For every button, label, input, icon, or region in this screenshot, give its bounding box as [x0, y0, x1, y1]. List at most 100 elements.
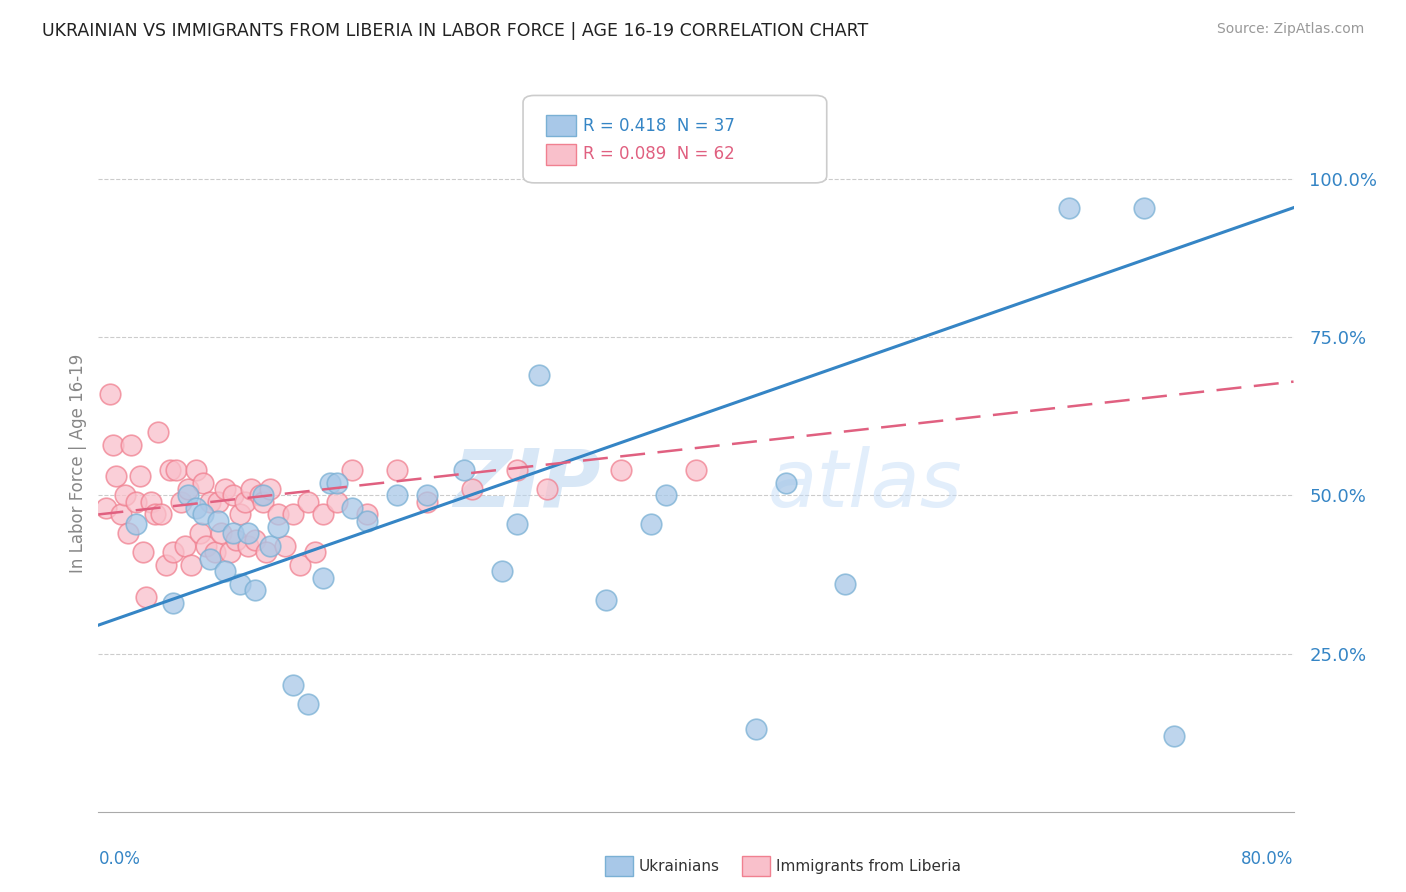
Point	[252, 488, 274, 502]
Point	[1059, 201, 1081, 215]
Point	[165, 463, 187, 477]
Point	[194, 539, 218, 553]
Text: Source: ZipAtlas.com: Source: ZipAtlas.com	[1216, 22, 1364, 37]
Point	[219, 545, 242, 559]
Point	[326, 475, 349, 490]
Point	[229, 577, 252, 591]
Point	[180, 558, 202, 572]
Point	[229, 508, 252, 522]
Point	[491, 565, 513, 579]
Point	[655, 488, 678, 502]
Text: R = 0.418  N = 37: R = 0.418 N = 37	[583, 117, 735, 135]
Point	[297, 697, 319, 711]
Point	[416, 488, 439, 502]
Point	[222, 526, 245, 541]
Point	[214, 482, 236, 496]
Point	[188, 526, 211, 541]
Point	[640, 516, 662, 531]
Point	[98, 387, 122, 401]
Y-axis label: In Labor Force | Age 16-19: In Labor Force | Age 16-19	[69, 354, 87, 574]
Point	[162, 596, 184, 610]
Point	[204, 545, 226, 559]
Point	[150, 508, 173, 522]
Text: Ukrainians: Ukrainians	[638, 859, 720, 873]
Point	[536, 482, 558, 496]
Point	[139, 495, 162, 509]
Point	[155, 558, 177, 572]
Point	[416, 495, 439, 509]
Point	[177, 482, 200, 496]
Text: R = 0.089  N = 62: R = 0.089 N = 62	[583, 145, 735, 163]
Point	[148, 425, 170, 440]
Point	[311, 571, 333, 585]
Point	[281, 678, 304, 692]
Point	[120, 438, 142, 452]
Point	[103, 438, 125, 452]
Text: Immigrants from Liberia: Immigrants from Liberia	[776, 859, 962, 873]
Point	[342, 501, 364, 516]
Point	[461, 482, 484, 496]
Point	[207, 514, 229, 528]
Point	[506, 463, 529, 477]
Point	[200, 551, 222, 566]
Text: UKRAINIAN VS IMMIGRANTS FROM LIBERIA IN LABOR FORCE | AGE 16-19 CORRELATION CHAR: UKRAINIAN VS IMMIGRANTS FROM LIBERIA IN …	[42, 22, 869, 40]
Point	[745, 723, 768, 737]
Point	[259, 482, 281, 496]
Point	[1133, 201, 1156, 215]
Point	[610, 463, 633, 477]
Point	[239, 482, 262, 496]
Point	[117, 526, 139, 541]
Text: 0.0%: 0.0%	[98, 850, 141, 868]
Point	[288, 558, 311, 572]
Point	[191, 508, 214, 522]
Text: 80.0%: 80.0%	[1241, 850, 1294, 868]
Point	[385, 463, 409, 477]
Point	[259, 539, 281, 553]
Point	[209, 526, 232, 541]
Point	[94, 501, 117, 516]
Point	[200, 495, 222, 509]
Point	[311, 508, 333, 522]
Point	[214, 565, 236, 579]
Point	[527, 368, 550, 383]
Point	[267, 520, 290, 534]
Point	[159, 463, 181, 477]
Point	[274, 539, 297, 553]
Point	[249, 488, 271, 502]
Point	[304, 545, 326, 559]
Point	[105, 469, 128, 483]
Point	[143, 508, 166, 522]
Point	[245, 533, 267, 547]
Point	[162, 545, 184, 559]
Point	[225, 533, 247, 547]
Text: atlas: atlas	[768, 446, 963, 524]
Point	[775, 475, 797, 490]
Point	[174, 539, 197, 553]
Point	[252, 495, 274, 509]
Point	[245, 583, 267, 598]
Point	[233, 495, 256, 509]
Point	[125, 495, 148, 509]
Point	[453, 463, 475, 477]
Point	[319, 475, 342, 490]
Point	[326, 495, 349, 509]
Point	[129, 469, 152, 483]
Point	[356, 514, 378, 528]
Point	[385, 488, 409, 502]
Point	[1163, 729, 1185, 743]
Point	[191, 475, 214, 490]
Point	[267, 508, 290, 522]
Point	[506, 516, 529, 531]
Point	[110, 508, 132, 522]
Point	[685, 463, 707, 477]
Point	[125, 516, 148, 531]
Point	[177, 488, 200, 502]
Point	[595, 592, 617, 607]
Point	[254, 545, 277, 559]
Point	[834, 577, 856, 591]
Point	[207, 495, 229, 509]
Text: ZIP: ZIP	[453, 446, 600, 524]
Point	[114, 488, 136, 502]
Point	[135, 590, 157, 604]
Point	[297, 495, 319, 509]
